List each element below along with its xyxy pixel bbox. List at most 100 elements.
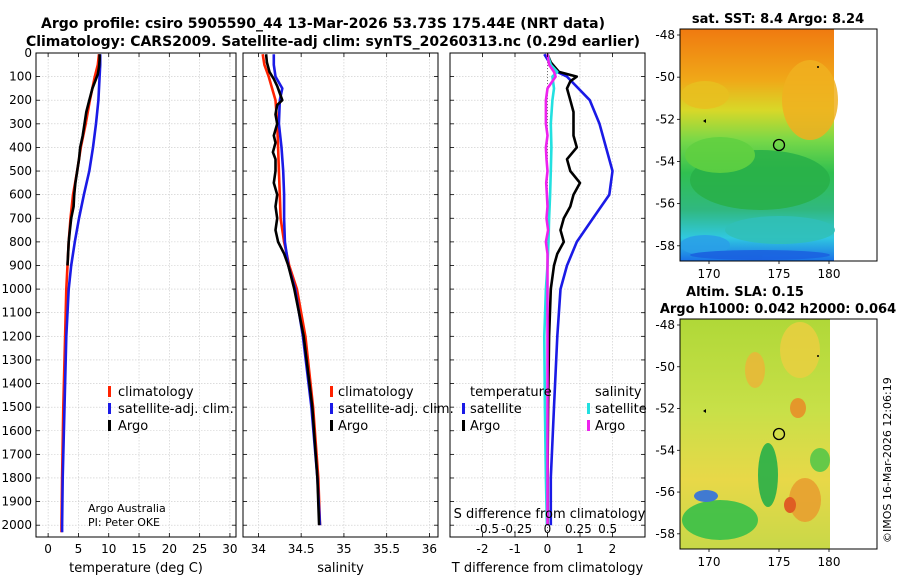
map-y-tick-label: -52: [655, 402, 675, 416]
map-x-tick-label: 180: [818, 555, 841, 569]
sst-map-frame: [679, 28, 878, 262]
depth-tick-label: 1300: [1, 353, 32, 367]
sst-cyan-patch: [725, 216, 835, 244]
series-line-satellite-temperature: [543, 53, 614, 526]
sst-yellow-patch: [681, 81, 729, 109]
depth-tick-label: 700: [9, 211, 32, 225]
map-y-tick-label: -58: [655, 527, 675, 541]
sst-profile-marker: [772, 138, 786, 152]
map-x-tick-label: 175: [768, 555, 791, 569]
series-line-climatology: [60, 54, 101, 533]
map-y-tick-label: -48: [655, 318, 675, 332]
x-tick-label: 30: [222, 542, 237, 556]
map-y-tick-label: -54: [655, 443, 675, 457]
diff-legend-argo-t-label: Argo: [470, 419, 500, 434]
figure-title-line1: Argo profile: csiro 5905590_44 13-Mar-20…: [41, 16, 605, 32]
x-tick-label: 25: [192, 542, 207, 556]
sst-map: sat. SST: 8.4 Argo: 8.24 -48 -50 -52 -54 -56…: [655, 12, 878, 281]
sla-map-title-line2: Argo h1000: 0.042 h2000: 0.064: [660, 302, 896, 317]
sst-map-features: [680, 60, 838, 260]
x-tick-label: 15: [131, 542, 146, 556]
depth-tick-label: 900: [9, 258, 32, 272]
sal-legend-argo-label: Argo: [338, 419, 368, 434]
sla-map-axes: -48 -50 -52 -54 -56 -58 170 175 180: [655, 318, 840, 569]
map-x-tick-label: 180: [818, 267, 841, 281]
diff-legend-sat-t-label: satellite: [470, 402, 522, 417]
sal-legend-argo-swatch: [330, 420, 333, 431]
difference-legend: temperature satellite Argo salinity sate…: [462, 385, 647, 434]
x-tick-label: 34: [251, 542, 266, 556]
sst-small-marker-2: [817, 66, 819, 68]
sla-profile-marker: [772, 427, 786, 441]
map-x-tick-label: 170: [698, 267, 721, 281]
depth-tick-label: 800: [9, 235, 32, 249]
series-line-satellite-salinity: [542, 53, 559, 526]
map-y-tick-label: -48: [655, 28, 675, 42]
x-tick-label: 1: [576, 542, 584, 556]
sst-blue-patch: [680, 235, 730, 255]
depth-tick-label: 100: [9, 70, 32, 84]
sst-warm-patch: [782, 60, 838, 140]
sal-legend-climatology-swatch: [330, 386, 333, 397]
diff-legend-argo-s-swatch: [587, 420, 590, 431]
legend-satellite-swatch: [108, 403, 111, 414]
salinity-legend: climatology satellite-adj. clim. Argo: [330, 385, 454, 434]
x-tick-label: 2: [609, 542, 617, 556]
top-tick-label: -0.5: [476, 522, 499, 536]
legend-argo-swatch: [108, 420, 111, 431]
diff-legend-sat-s-swatch: [587, 403, 590, 414]
depth-tick-label: 200: [9, 93, 32, 107]
sla-red-patch: [784, 497, 796, 513]
x-axis-label: temperature (deg C): [69, 561, 203, 576]
map-y-tick-label: -58: [655, 239, 675, 253]
sla-map: Altim. SLA: 0.15 Argo h1000: 0.042 h2000…: [655, 285, 896, 569]
depth-tick-label: 0: [24, 46, 32, 60]
sla-map-title-line1: Altim. SLA: 0.15: [686, 285, 804, 300]
x-tick-label: -1: [509, 542, 521, 556]
credit-line1: Argo Australia: [88, 502, 166, 515]
map-y-tick-label: -56: [655, 197, 675, 211]
x-tick-label: 0: [44, 542, 52, 556]
map-y-tick-label: -50: [655, 70, 675, 84]
sla-map-features: [682, 322, 830, 540]
series-line-argo-salinity: [544, 54, 557, 526]
top-tick-label: 0: [544, 522, 552, 536]
sla-orange-patch-1: [790, 398, 806, 418]
depth-tick-label: 1900: [1, 495, 32, 509]
salinity-panel: 34 34.5 35 35.5 36 salinity: [242, 52, 439, 576]
x-tick-label: 20: [162, 542, 177, 556]
sla-small-marker-2: [817, 355, 819, 357]
diff-legend-sat-s-label: satellite: [595, 402, 647, 417]
credit-line2: PI: Peter OKE: [88, 516, 160, 529]
diff-legend-temperature-title: temperature: [470, 385, 552, 400]
legend-argo-label: Argo: [118, 419, 148, 434]
sla-orange-patch-2: [745, 352, 765, 388]
sst-map-axes: -48 -50 -52 -54 -56 -58 170 175 180: [655, 28, 840, 281]
depth-tick-label: 1800: [1, 471, 32, 485]
map-y-tick-label: -54: [655, 154, 675, 168]
legend-climatology-swatch: [108, 386, 111, 397]
imos-watermark: ©IMOS 16-Mar-2026 12:06:19: [881, 377, 894, 543]
x-tick-label: 35.5: [373, 542, 400, 556]
x-tick-label: 0: [544, 542, 552, 556]
depth-tick-label: 500: [9, 164, 32, 178]
diff-legend-sat-t-swatch: [462, 403, 465, 414]
sla-map-frame: [679, 318, 878, 550]
x-tick-label: -2: [477, 542, 489, 556]
depth-tick-label: 1600: [1, 424, 32, 438]
temperature-legend: climatology satellite-adj. clim. Argo Ar…: [88, 385, 234, 529]
sst-map-title: sat. SST: 8.4 Argo: 8.24: [692, 12, 864, 27]
top-tick-label: 0.5: [598, 522, 617, 536]
sla-orange-patch-3: [789, 478, 821, 522]
depth-tick-label: 1200: [1, 329, 32, 343]
top-axis-label: S difference from climatology: [454, 507, 646, 522]
depth-tick-label: 600: [9, 188, 32, 202]
panel-frame: [242, 52, 439, 538]
x-tick-label: 36: [422, 542, 437, 556]
x-tick-label: 10: [101, 542, 116, 556]
sal-legend-satellite-swatch: [330, 403, 333, 414]
depth-tick-label: 1100: [1, 306, 32, 320]
diff-legend-salinity-title: salinity: [595, 385, 642, 400]
figure-title-line2: Climatology: CARS2009. Satellite-adj cli…: [26, 34, 640, 50]
sla-green-patch-1: [758, 443, 778, 507]
